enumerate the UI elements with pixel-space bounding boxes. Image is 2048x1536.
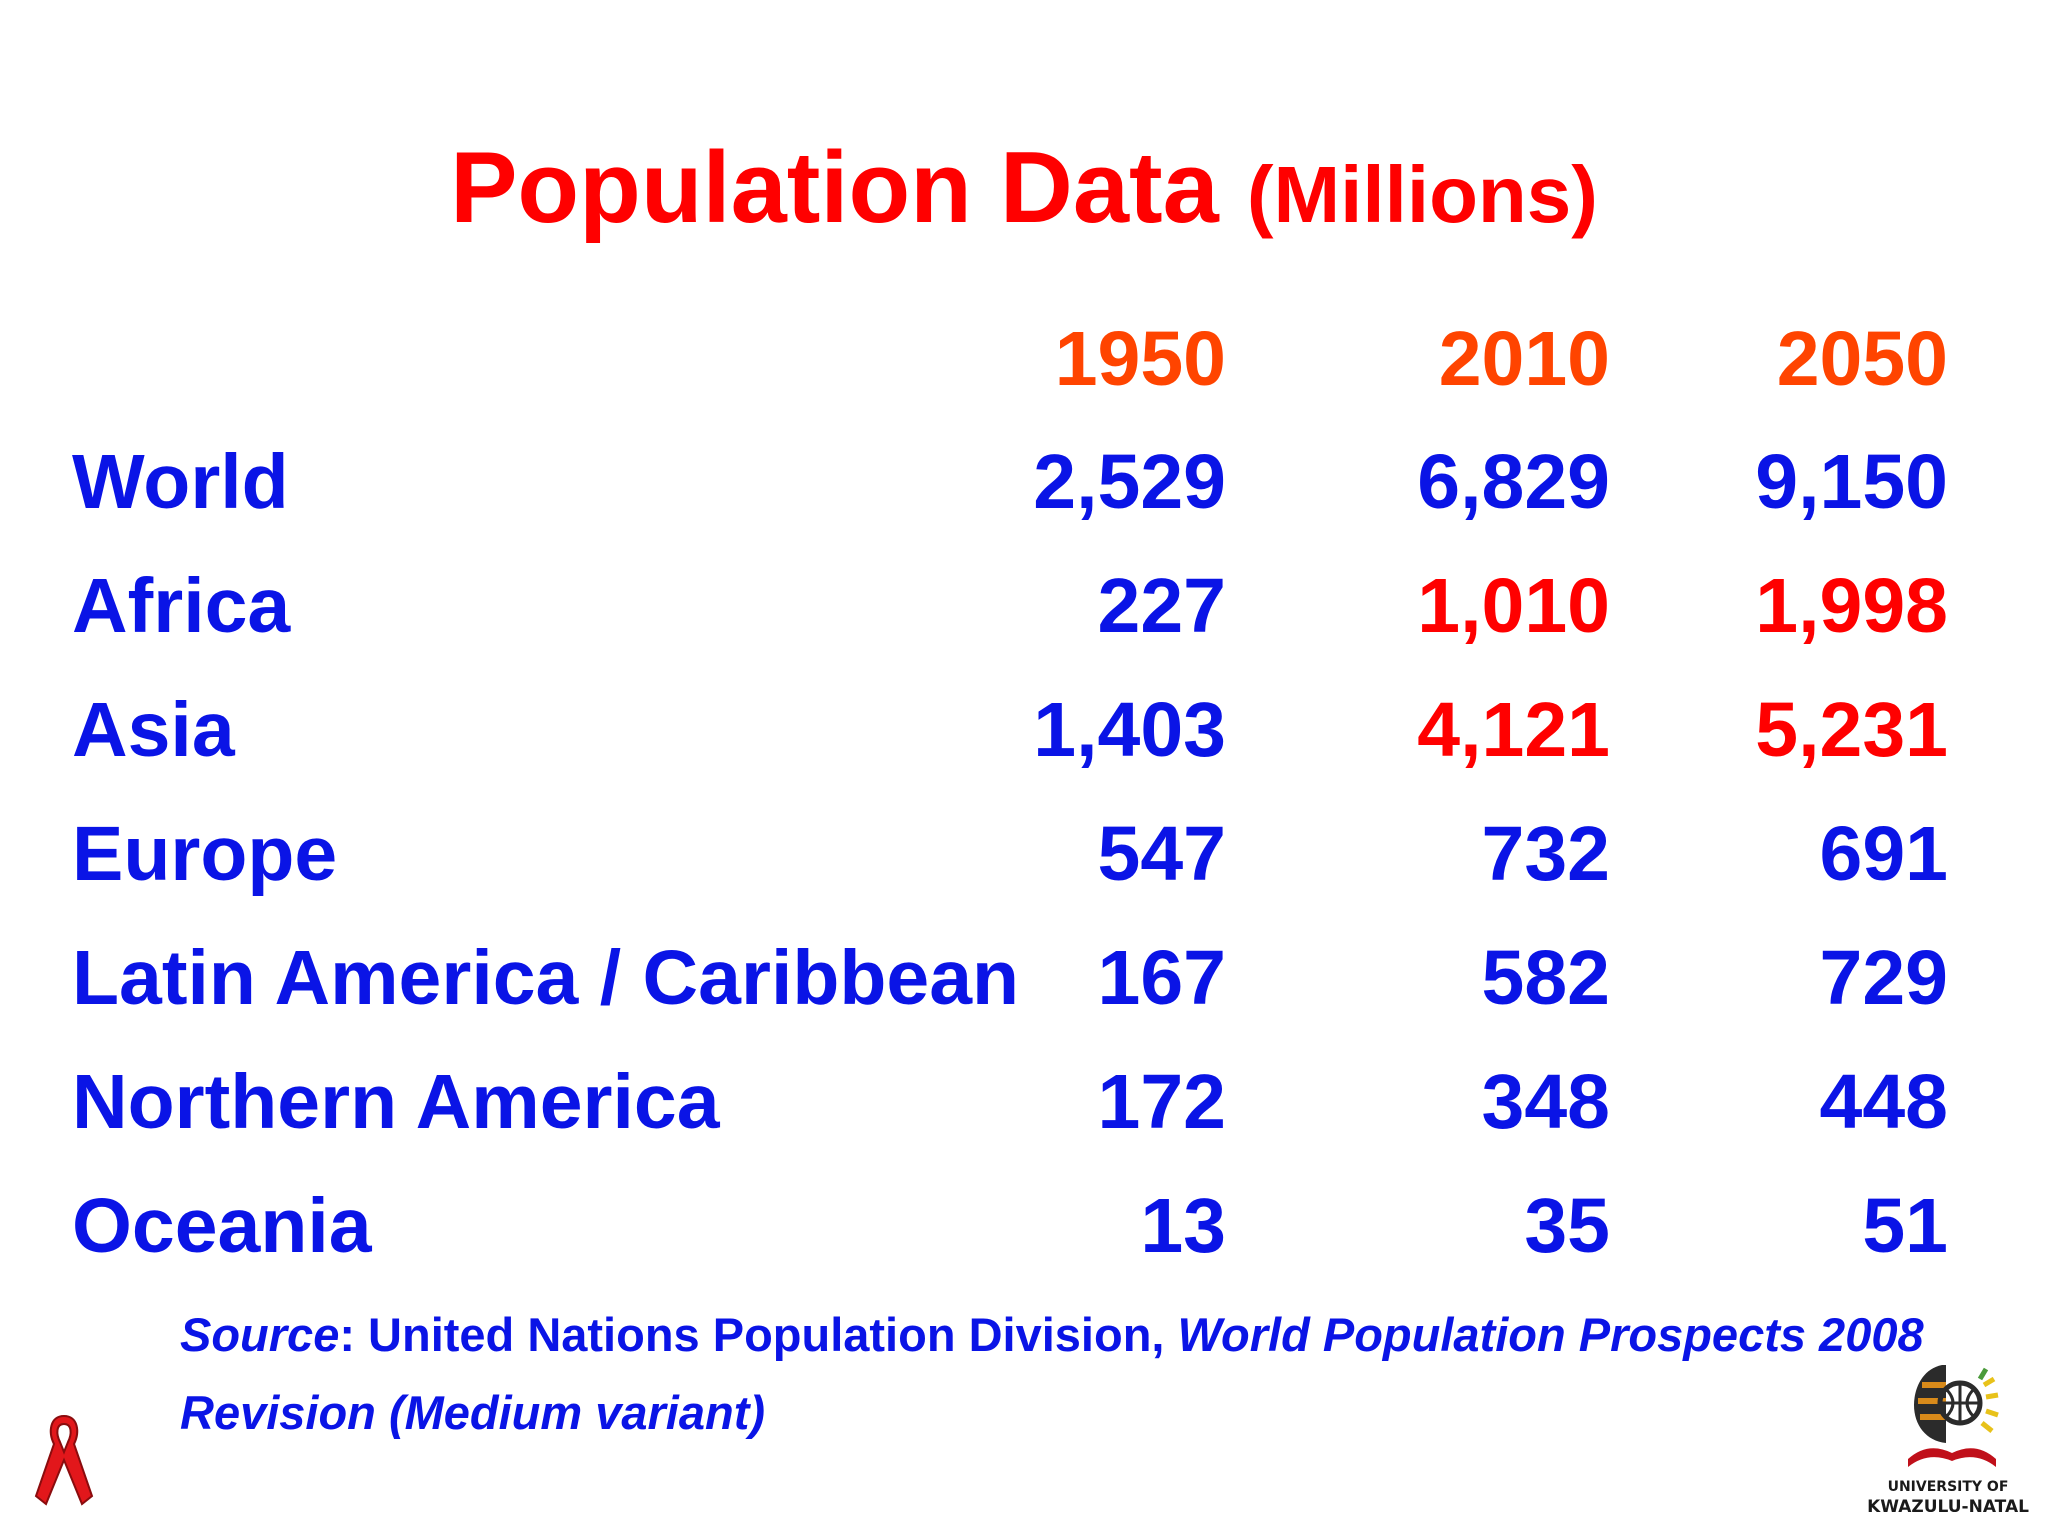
year-header-1950: 1950 [1054,316,1226,402]
region-label: Northern America [72,1059,720,1145]
value-2010: 348 [1481,1059,1610,1145]
university-line2: KWAZULU-NATAL [1867,1497,2029,1517]
region-label: World [72,439,289,525]
table-row-world: World 2,529 6,829 9,150 [0,420,2048,544]
value-1950: 2,529 [1033,439,1226,525]
value-1950: 227 [1097,563,1226,649]
title-main: Population Data [450,132,1247,244]
value-2050: 51 [1862,1183,1948,1269]
red-ribbon-icon [28,1410,100,1510]
value-2050: 1,998 [1755,563,1948,649]
value-1950: 547 [1097,811,1226,897]
table-row-oceania: Oceania 13 35 51 [0,1164,2048,1288]
university-line1: UNIVERSITY OF [1887,1479,2009,1495]
region-label: Africa [72,563,291,649]
table-row-latin-america: Latin America / Caribbean 167 582 729 [0,916,2048,1040]
table-row-asia: Asia 1,403 4,121 5,231 [0,668,2048,792]
university-logo: UNIVERSITY OF KWAZULU-NATAL [1860,1355,2036,1525]
year-header-2010: 2010 [1438,316,1610,402]
value-2050: 5,231 [1755,687,1948,773]
table-row-africa: Africa 227 1,010 1,998 [0,544,2048,668]
value-1950: 1,403 [1033,687,1226,773]
value-2010: 732 [1481,811,1610,897]
value-1950: 13 [1140,1183,1226,1269]
value-2010: 6,829 [1417,439,1610,525]
value-2010: 4,121 [1417,687,1610,773]
ukzn-crest-icon [1908,1365,1999,1467]
value-1950: 167 [1097,935,1226,1021]
value-2050: 448 [1819,1059,1948,1145]
value-2010: 1,010 [1417,563,1610,649]
source-text: : United Nations Population Division, [339,1308,1178,1361]
source-citation: Source: United Nations Population Divisi… [180,1296,1960,1452]
year-header-2050: 2050 [1776,316,1948,402]
region-label: Latin America / Caribbean [72,935,1020,1021]
source-publication: World Population Prospects 2008 Revision… [180,1308,1924,1439]
value-2050: 691 [1819,811,1948,897]
value-1950: 172 [1097,1059,1226,1145]
title-unit: (Millions) [1246,150,1598,239]
value-2050: 729 [1819,935,1948,1021]
region-label: Oceania [72,1183,372,1269]
source-label: Source [180,1308,340,1361]
table-row-northern-america: Northern America 172 348 448 [0,1040,2048,1164]
value-2050: 9,150 [1755,439,1948,525]
table-row-europe: Europe 547 732 691 [0,792,2048,916]
region-label: Europe [72,811,338,897]
value-2010: 35 [1524,1183,1610,1269]
slide-title: Population Data (Millions) [0,128,2048,255]
region-label: Asia [72,687,235,773]
value-2010: 582 [1481,935,1610,1021]
